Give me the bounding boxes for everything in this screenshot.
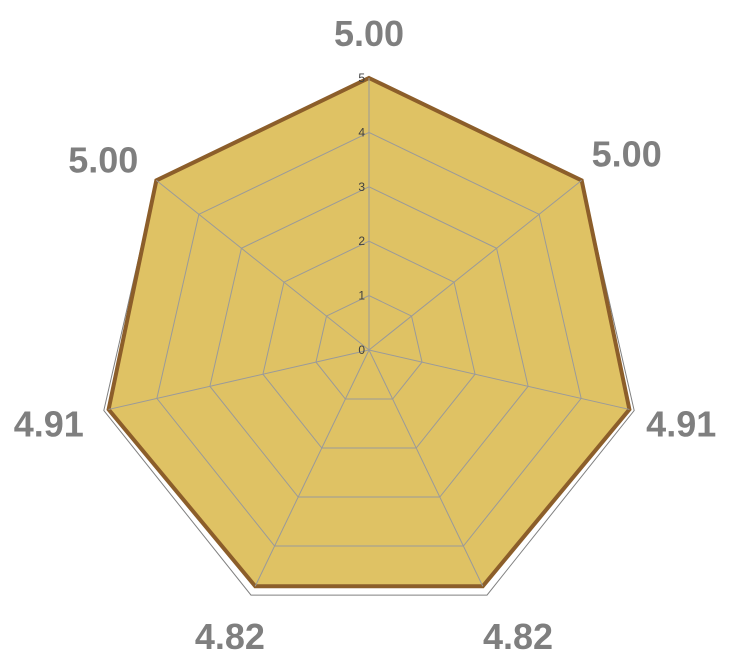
grid-ring bbox=[262, 240, 476, 449]
data-label: 4.91 bbox=[14, 404, 84, 445]
grid-ring bbox=[209, 186, 529, 498]
radar-gridlines bbox=[108, 78, 630, 587]
data-label: 4.82 bbox=[195, 616, 265, 652]
radar-data-labels: 5.00 5.00 4.91 4.82 4.82 4.91 5.00 bbox=[14, 13, 717, 652]
tick-label: 2 bbox=[358, 234, 365, 248]
data-label: 4.91 bbox=[646, 404, 716, 445]
grid-spoke bbox=[108, 349, 370, 410]
grid-spoke bbox=[368, 349, 630, 410]
grid-spoke bbox=[156, 180, 370, 351]
tick-label: 3 bbox=[358, 180, 365, 194]
grid-spoke bbox=[254, 349, 370, 587]
radar-tick-labels: 0 1 2 3 4 5 bbox=[358, 71, 365, 357]
grid-ring bbox=[315, 295, 423, 400]
tick-label: 5 bbox=[358, 71, 365, 85]
tick-label: 1 bbox=[358, 289, 365, 303]
grid-ring bbox=[156, 131, 582, 547]
data-label: 5.00 bbox=[68, 139, 138, 180]
data-label: 5.00 bbox=[592, 133, 662, 174]
tick-label: 4 bbox=[358, 125, 365, 139]
data-label: 5.00 bbox=[334, 13, 404, 54]
grid-spoke bbox=[368, 349, 484, 587]
tick-label: 0 bbox=[358, 343, 365, 357]
grid-spoke bbox=[368, 180, 582, 351]
data-label: 4.82 bbox=[483, 616, 553, 652]
